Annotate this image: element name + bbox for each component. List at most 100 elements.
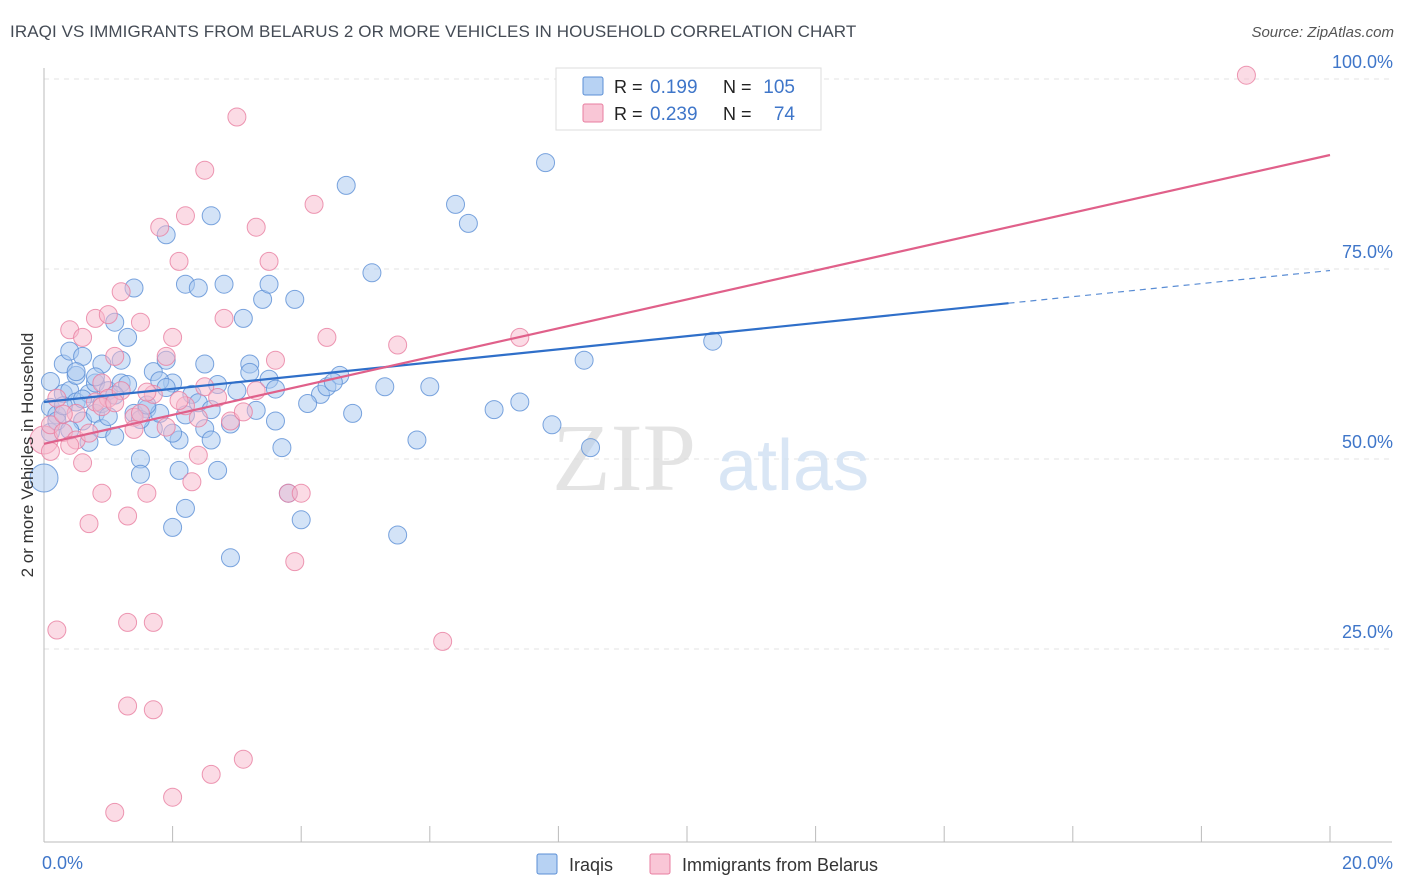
chart-title: IRAQI VS IMMIGRANTS FROM BELARUS 2 OR MO…	[10, 22, 857, 41]
point-belarus	[195, 160, 215, 180]
point-iraqis	[285, 289, 305, 309]
point-iraqis	[407, 430, 427, 450]
legend-label-iraqis: Iraqis	[569, 855, 613, 875]
point-iraqis	[420, 377, 440, 397]
point-belarus	[130, 312, 150, 332]
point-iraqis	[175, 498, 195, 518]
point-belarus	[163, 327, 183, 347]
point-iraqis	[446, 194, 466, 214]
stats-n-label-belarus: N =	[723, 104, 752, 124]
point-iraqis	[66, 362, 86, 382]
trend-line-iraqis-extension	[1008, 269, 1331, 304]
series-legend: Iraqis Immigrants from Belarus	[536, 853, 878, 875]
trend-line-belarus	[43, 153, 1331, 445]
point-iraqis	[574, 350, 594, 370]
point-belarus	[47, 388, 67, 408]
point-belarus	[220, 411, 240, 431]
point-iraqis	[536, 153, 556, 173]
y-tick-label: 25.0%	[1342, 622, 1393, 642]
point-belarus	[285, 552, 305, 572]
point-iraqis	[240, 362, 260, 382]
point-belarus	[169, 251, 189, 271]
point-belarus	[156, 346, 176, 366]
stats-r-value-iraqis: 0.199	[650, 77, 698, 98]
point-belarus	[175, 206, 195, 226]
point-iraqis	[29, 463, 59, 493]
point-iraqis	[233, 308, 253, 328]
point-iraqis	[118, 327, 138, 347]
point-iraqis	[343, 403, 363, 423]
stats-n-value-belarus: 74	[774, 104, 796, 125]
point-belarus	[163, 787, 183, 807]
point-belarus	[143, 612, 163, 632]
point-iraqis	[703, 331, 723, 351]
point-iraqis	[388, 525, 408, 545]
stats-r-label-belarus: R =	[614, 104, 643, 124]
point-iraqis	[195, 354, 215, 374]
point-belarus	[233, 402, 253, 422]
point-iraqis	[227, 381, 247, 401]
point-belarus	[233, 749, 253, 769]
point-belarus	[214, 308, 234, 328]
point-belarus	[137, 483, 157, 503]
point-iraqis	[201, 430, 221, 450]
point-belarus	[291, 483, 311, 503]
series-belarus	[29, 65, 1256, 822]
point-iraqis	[272, 438, 292, 458]
trend-lines	[43, 153, 1331, 445]
point-belarus	[1236, 65, 1256, 85]
y-axis-label: 2 or more Vehicles in Household	[18, 332, 37, 578]
point-belarus	[60, 435, 80, 455]
point-belarus	[169, 390, 189, 410]
point-belarus	[79, 514, 99, 534]
point-iraqis	[581, 438, 601, 458]
point-iraqis	[188, 278, 208, 298]
stats-r-label-iraqis: R =	[614, 77, 643, 97]
point-belarus	[40, 441, 60, 461]
point-belarus	[201, 764, 221, 784]
point-iraqis	[259, 274, 279, 294]
watermark-zip: ZIP	[552, 404, 696, 511]
point-belarus	[188, 445, 208, 465]
point-belarus	[118, 696, 138, 716]
point-iraqis	[336, 175, 356, 195]
stats-swatch-belarus	[582, 103, 604, 123]
stats-r-value-belarus: 0.239	[650, 104, 698, 125]
point-iraqis	[458, 213, 478, 233]
point-iraqis	[220, 548, 240, 568]
point-iraqis	[542, 415, 562, 435]
point-iraqis	[169, 460, 189, 480]
point-iraqis	[484, 400, 504, 420]
point-belarus	[156, 417, 176, 437]
point-belarus	[143, 700, 163, 720]
point-belarus	[227, 107, 247, 127]
y-tick-label: 50.0%	[1342, 432, 1393, 452]
point-belarus	[182, 472, 202, 492]
point-iraqis	[163, 517, 183, 537]
point-belarus	[118, 506, 138, 526]
point-belarus	[105, 802, 125, 822]
point-iraqis	[298, 394, 318, 414]
trend-line-iraqis	[43, 302, 1009, 404]
y-tick-labels: 25.0% 50.0% 75.0% 100.0%	[1332, 52, 1393, 642]
point-belarus	[118, 612, 138, 632]
point-iraqis	[130, 464, 150, 484]
point-iraqis	[208, 460, 228, 480]
x-tick-labels: 0.0% 20.0%	[42, 853, 1393, 873]
point-iraqis	[201, 206, 221, 226]
point-belarus	[53, 404, 73, 424]
point-belarus	[73, 327, 93, 347]
point-belarus	[150, 217, 170, 237]
x-tick-label: 20.0%	[1342, 853, 1393, 873]
watermark-atlas: atlas	[717, 426, 869, 506]
point-belarus	[433, 631, 453, 651]
point-iraqis	[214, 274, 234, 294]
point-iraqis	[375, 377, 395, 397]
point-belarus	[259, 251, 279, 271]
stats-n-label-iraqis: N =	[723, 77, 752, 97]
point-iraqis	[265, 379, 285, 399]
point-belarus	[98, 305, 118, 325]
chart-source: Source: ZipAtlas.com	[1251, 24, 1394, 41]
y-tick-label: 100.0%	[1332, 52, 1393, 72]
point-belarus	[73, 453, 93, 473]
